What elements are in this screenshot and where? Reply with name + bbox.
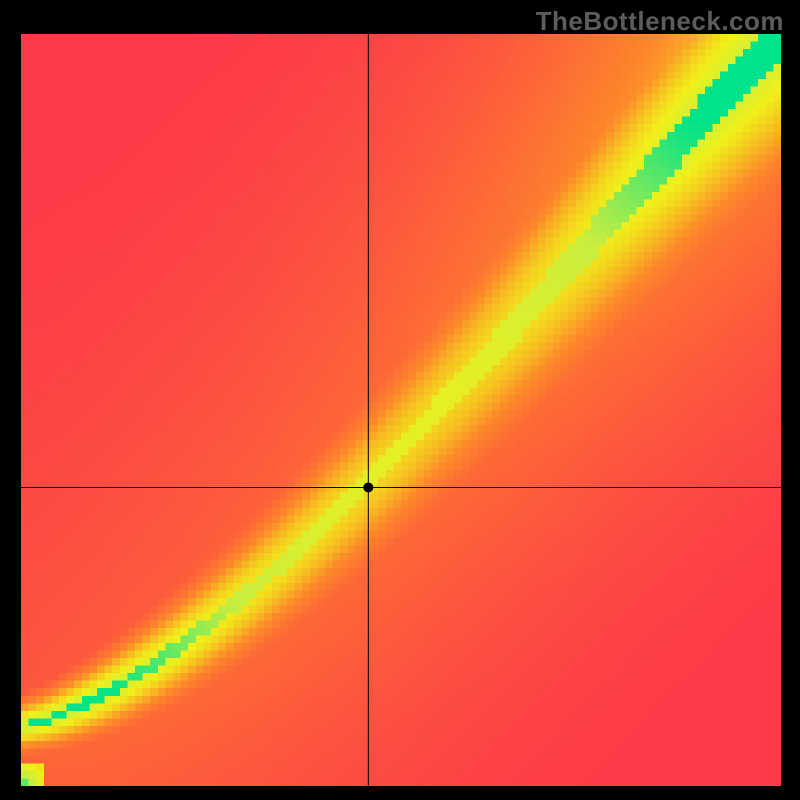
bottleneck-heatmap: [21, 34, 781, 786]
chart-container: TheBottleneck.com: [0, 0, 800, 800]
watermark-text: TheBottleneck.com: [536, 6, 784, 37]
